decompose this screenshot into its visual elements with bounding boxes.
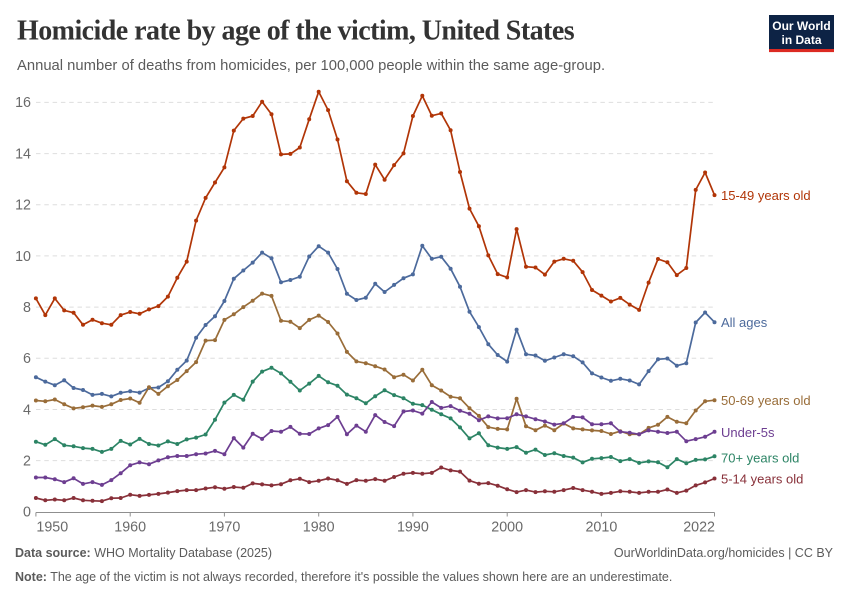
svg-text:1950: 1950 <box>36 520 68 536</box>
svg-text:1970: 1970 <box>208 520 240 536</box>
svg-text:2022: 2022 <box>683 520 715 536</box>
svg-text:2000: 2000 <box>491 520 523 536</box>
svg-text:Homicide rate by age of the vi: Homicide rate by age of the victim, Unit… <box>17 16 575 47</box>
svg-text:16: 16 <box>15 95 31 111</box>
svg-text:5-14 years old: 5-14 years old <box>721 472 803 487</box>
svg-text:Under-5s: Under-5s <box>721 425 775 440</box>
svg-text:Note: The age of the victim is: Note: The age of the victim is not alway… <box>15 570 672 584</box>
svg-text:4: 4 <box>23 402 31 418</box>
svg-text:Our World: Our World <box>772 19 830 33</box>
svg-text:1990: 1990 <box>397 520 429 536</box>
svg-text:8: 8 <box>23 300 31 316</box>
svg-text:50-69 years old: 50-69 years old <box>721 393 811 408</box>
svg-text:1980: 1980 <box>303 520 335 536</box>
svg-text:10: 10 <box>15 249 31 265</box>
svg-text:OurWorldinData.org/homicides |: OurWorldinData.org/homicides | CC BY <box>614 546 834 560</box>
svg-text:in Data: in Data <box>781 33 821 47</box>
svg-text:0: 0 <box>23 505 31 521</box>
svg-text:15-49 years old: 15-49 years old <box>721 188 811 203</box>
svg-text:Annual number of deaths from h: Annual number of deaths from homicides, … <box>17 58 605 74</box>
svg-text:Data source: WHO Mortality Dat: Data source: WHO Mortality Database (202… <box>15 546 272 560</box>
svg-text:2: 2 <box>23 453 31 469</box>
svg-text:6: 6 <box>23 351 31 367</box>
svg-text:14: 14 <box>15 146 31 162</box>
svg-text:70+ years old: 70+ years old <box>721 451 799 466</box>
svg-text:All ages: All ages <box>721 315 768 330</box>
svg-text:12: 12 <box>15 198 31 214</box>
svg-text:1960: 1960 <box>114 520 146 536</box>
svg-text:2010: 2010 <box>585 520 617 536</box>
